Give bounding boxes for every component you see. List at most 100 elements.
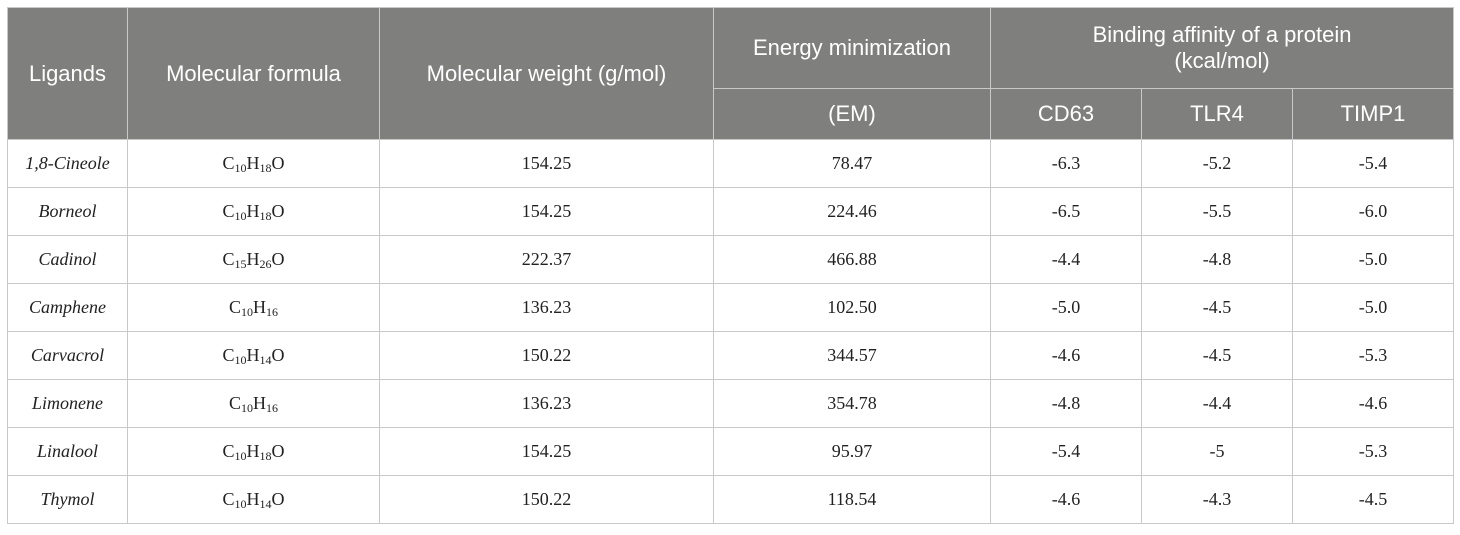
cd63-cell: -5.4 bbox=[990, 427, 1142, 476]
timp1-cell: -4.6 bbox=[1291, 379, 1455, 428]
formula-subscript: 15 bbox=[234, 257, 247, 271]
formula-element: C bbox=[222, 201, 235, 221]
ligand-cell: Borneol bbox=[7, 187, 128, 236]
formula-element: O bbox=[271, 201, 285, 221]
formula-cell: C10H16 bbox=[127, 379, 380, 428]
formula-element: H bbox=[246, 153, 260, 173]
tlr4-cell: -5 bbox=[1141, 427, 1293, 476]
formula-element: C bbox=[222, 441, 235, 461]
cd63-cell: -4.6 bbox=[990, 475, 1142, 524]
formula-cell: C10H16 bbox=[127, 283, 380, 332]
formula-element: H bbox=[253, 297, 266, 317]
table-body: 1,8-Cineole C10H18O 154.25 78.47 -6.3 -5.2 -5.… bbox=[7, 139, 1455, 524]
formula-element: C bbox=[222, 489, 235, 509]
cd63-cell: -4.8 bbox=[990, 379, 1142, 428]
formula-element: C bbox=[228, 393, 241, 413]
formula-subscript: 10 bbox=[234, 161, 247, 175]
energy-minimization-cell: 354.78 bbox=[713, 379, 991, 428]
header-tlr4: TLR4 bbox=[1141, 88, 1293, 140]
table-row: 1,8-Cineole C10H18O 154.25 78.47 -6.3 -5.2 -5.… bbox=[7, 139, 1455, 188]
header-ligands: Ligands bbox=[7, 7, 128, 140]
tlr4-cell: -4.8 bbox=[1141, 235, 1293, 284]
formula-subscript: 16 bbox=[266, 305, 278, 319]
formula-element: C bbox=[222, 153, 235, 173]
ligand-cell: Thymol bbox=[7, 475, 128, 524]
formula-element: H bbox=[246, 345, 260, 365]
tlr4-cell: -4.4 bbox=[1141, 379, 1293, 428]
energy-minimization-cell: 118.54 bbox=[713, 475, 991, 524]
formula-subscript: 16 bbox=[266, 401, 278, 415]
header-molecular-formula: Molecular formula bbox=[127, 7, 380, 140]
ligand-cell: Limonene bbox=[7, 379, 128, 428]
table-row: Cadinol C15H26O 222.37 466.88 -4.4 -4.8 -5.0 bbox=[7, 235, 1455, 284]
timp1-cell: -5.3 bbox=[1291, 331, 1455, 380]
formula-element: O bbox=[271, 249, 285, 269]
ligand-binding-table: Ligands Molecular formula Molecular weig… bbox=[7, 7, 1455, 524]
formula-subscript: 10 bbox=[241, 305, 253, 319]
formula-subscript: 10 bbox=[234, 497, 247, 511]
energy-minimization-cell: 224.46 bbox=[713, 187, 991, 236]
formula-subscript: 18 bbox=[259, 161, 272, 175]
cd63-cell: -5.0 bbox=[990, 283, 1142, 332]
formula-element: O bbox=[271, 441, 285, 461]
table-row: Thymol C10H14O 150.22 118.54 -4.6 -4.3 -4.5 bbox=[7, 475, 1455, 524]
timp1-cell: -5.4 bbox=[1291, 139, 1455, 188]
formula-subscript: 10 bbox=[234, 353, 247, 367]
cd63-cell: -6.3 bbox=[990, 139, 1142, 188]
tlr4-cell: -5.5 bbox=[1141, 187, 1293, 236]
molecular-weight-cell: 136.23 bbox=[379, 379, 714, 428]
header-timp1: TIMP1 bbox=[1291, 88, 1455, 140]
ligand-cell: Cadinol bbox=[7, 235, 128, 284]
formula-subscript: 26 bbox=[259, 257, 272, 271]
header-molecular-weight: Molecular weight (g/mol) bbox=[379, 7, 714, 140]
formula-element: O bbox=[271, 153, 285, 173]
molecular-weight-cell: 154.25 bbox=[379, 139, 714, 188]
formula-element: H bbox=[246, 489, 260, 509]
formula-cell: C10H18O bbox=[127, 427, 380, 476]
tlr4-cell: -5.2 bbox=[1141, 139, 1293, 188]
header-cd63: CD63 bbox=[990, 88, 1142, 140]
formula-subscript: 10 bbox=[241, 401, 253, 415]
header-energy-minimization: Energy minimization bbox=[713, 7, 991, 89]
formula-cell: C10H18O bbox=[127, 139, 380, 188]
formula-element: C bbox=[222, 249, 235, 269]
cd63-cell: -6.5 bbox=[990, 187, 1142, 236]
energy-minimization-cell: 466.88 bbox=[713, 235, 991, 284]
cd63-cell: -4.4 bbox=[990, 235, 1142, 284]
molecular-weight-cell: 150.22 bbox=[379, 331, 714, 380]
formula-element: H bbox=[246, 441, 260, 461]
formula-cell: C10H14O bbox=[127, 475, 380, 524]
molecular-weight-cell: 154.25 bbox=[379, 427, 714, 476]
header-binding-affinity: Binding affinity of a protein (kcal/mol) bbox=[989, 7, 1455, 89]
table-row: Carvacrol C10H14O 150.22 344.57 -4.6 -4.5 -5.3 bbox=[7, 331, 1455, 380]
formula-cell: C10H18O bbox=[127, 187, 380, 236]
energy-minimization-cell: 78.47 bbox=[713, 139, 991, 188]
formula-subscript: 10 bbox=[234, 449, 247, 463]
energy-minimization-cell: 102.50 bbox=[713, 283, 991, 332]
table-row: Camphene C10H16 136.23 102.50 -5.0 -4.5 -5.0 bbox=[7, 283, 1455, 332]
formula-element: O bbox=[271, 345, 285, 365]
timp1-cell: -6.0 bbox=[1291, 187, 1455, 236]
formula-element: H bbox=[246, 201, 260, 221]
timp1-cell: -4.5 bbox=[1291, 475, 1455, 524]
table-row: Borneol C10H18O 154.25 224.46 -6.5 -5.5 -6.0 bbox=[7, 187, 1455, 236]
cd63-cell: -4.6 bbox=[990, 331, 1142, 380]
formula-subscript: 14 bbox=[259, 497, 272, 511]
molecular-weight-cell: 222.37 bbox=[379, 235, 714, 284]
formula-element: H bbox=[246, 249, 260, 269]
formula-element: O bbox=[271, 489, 285, 509]
table-row: Limonene C10H16 136.23 354.78 -4.8 -4.4 -4.6 bbox=[7, 379, 1455, 428]
molecular-weight-cell: 154.25 bbox=[379, 187, 714, 236]
header-binding-affinity-line2: (kcal/mol) bbox=[1174, 48, 1270, 73]
ligand-cell: Camphene bbox=[7, 283, 128, 332]
ligand-cell: Linalool bbox=[7, 427, 128, 476]
timp1-cell: -5.0 bbox=[1291, 235, 1455, 284]
ligand-cell: Carvacrol bbox=[7, 331, 128, 380]
formula-element: H bbox=[253, 393, 266, 413]
molecular-weight-cell: 150.22 bbox=[379, 475, 714, 524]
formula-cell: C15H26O bbox=[127, 235, 380, 284]
timp1-cell: -5.3 bbox=[1291, 427, 1455, 476]
formula-cell: C10H14O bbox=[127, 331, 380, 380]
ligand-cell: 1,8-Cineole bbox=[7, 139, 128, 188]
energy-minimization-cell: 344.57 bbox=[713, 331, 991, 380]
